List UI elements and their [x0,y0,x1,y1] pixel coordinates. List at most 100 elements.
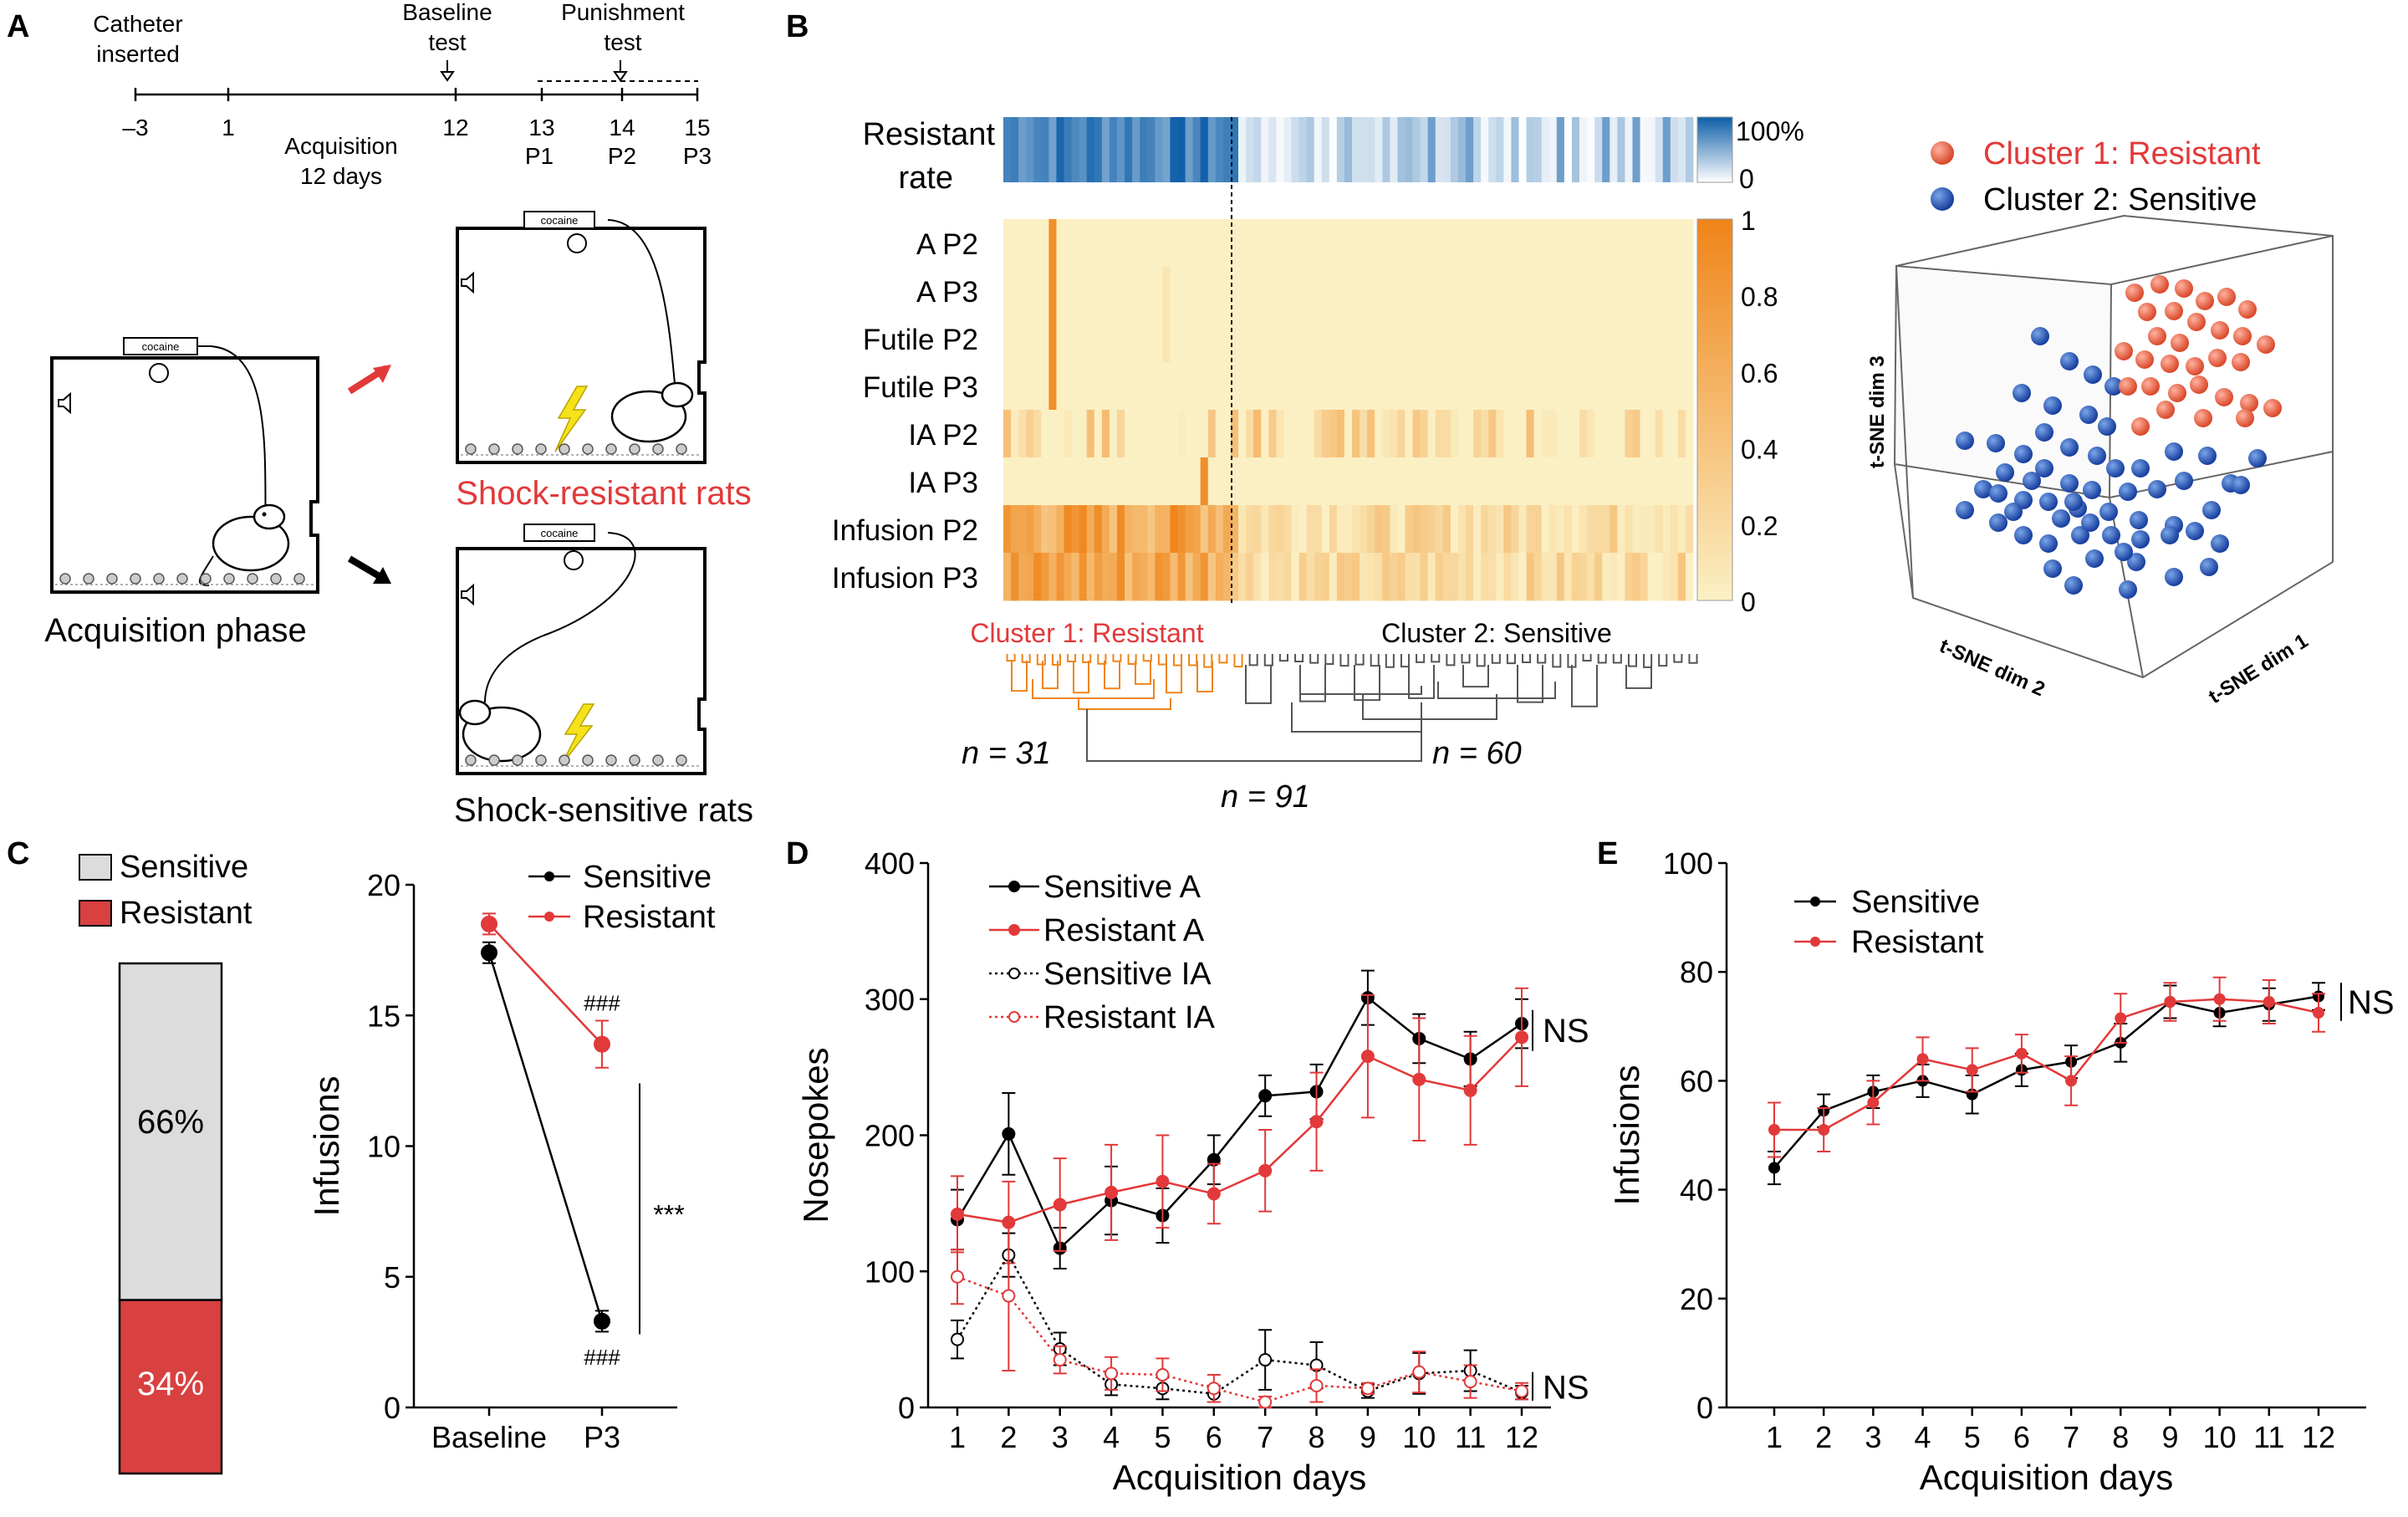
tsne-point-resistant [2217,288,2236,306]
heatmap-cell [1602,362,1610,411]
heatmap-cell [1132,314,1140,363]
heatmap-cell [1594,267,1603,315]
heatmap-cell [1132,410,1140,458]
tsne-point-sensitive [2043,559,2062,578]
rate-cell [1246,117,1254,182]
heatmap-cell [1246,410,1254,458]
heatmap-cell [1375,553,1383,601]
heatmap-cell [1655,267,1664,315]
heatmap-cell [1481,267,1489,315]
y-tick-label: 15 [367,999,400,1033]
heatmap-cell [1056,362,1064,411]
heatmap-cell [1473,362,1482,411]
heatmap-cell [1360,505,1368,554]
heatmap-cell [1101,457,1110,506]
heatmap-cell [1352,362,1360,411]
heatmap-cell [1533,457,1543,506]
heatmap-cell [1420,267,1429,315]
rate-cell [1170,117,1178,182]
heatmap-cell [1579,267,1588,315]
tsne-point-sensitive [2232,476,2250,494]
heatmap-cell [1397,457,1406,506]
heatmap-cell [1670,314,1679,363]
heatmap-cell [1647,267,1656,315]
heatmap-cell [1003,267,1012,315]
heatmap-cell [1041,362,1049,411]
dendrogram-link [1218,654,1228,664]
heatmap-cell [1336,457,1345,506]
data-point [951,1269,964,1284]
heatmap-cell [1655,505,1664,554]
heatmap-cell [1412,505,1421,554]
cue-light-icon [567,233,587,253]
heatmap-cell [1162,267,1171,315]
dendrogram-link [1552,654,1562,668]
heatmap-cell [1518,553,1527,601]
heatmap-cell [1041,505,1049,554]
heatmap-cell [1587,410,1595,458]
data-point [2213,993,2226,1005]
tsne-point-sensitive [2035,423,2053,442]
heatmap-cell [1246,505,1254,554]
grid-bar [676,754,687,766]
heatmap-cell [1003,314,1012,363]
rate-cell [1200,117,1209,182]
dendrogram-link [1278,654,1288,662]
heatmap-cell [1192,457,1201,506]
rate-cell [1617,117,1625,182]
heatmap-cell [1048,362,1057,411]
heatmap-cell [1677,410,1686,458]
heatmap-cell [1200,314,1209,363]
heatmap-cell [1170,267,1178,315]
heatmap-cell [1079,362,1088,411]
heatmap-cell [1556,314,1565,363]
heatmap-cell [1587,457,1595,506]
heatmap-cell [1079,314,1088,363]
data-point [1053,1353,1067,1367]
speaker-icon [461,271,474,294]
heatmap-cell [1556,362,1565,411]
x-tick-label: 2 [1815,1420,1832,1454]
legend-resistant-marker [1931,141,1954,165]
heatmap-cell [1048,314,1057,363]
heatmap-cell [1185,505,1194,554]
heatmap-cell [1230,457,1239,506]
tsne-point-resistant [2196,292,2214,310]
grid-bar [488,754,500,766]
tsne-point-sensitive [2127,553,2145,571]
heatmap-cell [1261,410,1269,458]
dendrogram-link [1142,654,1152,662]
tsne-point-sensitive [1974,480,1992,498]
heatmap-cell [1640,314,1649,363]
tsne-point-resistant [2208,349,2227,367]
x-tick-label: 4 [1915,1420,1931,1454]
tsne-point-sensitive [2248,449,2267,467]
heatmap-cell [1011,362,1019,411]
heatmap-cell [1329,410,1338,458]
data-point [594,1035,610,1053]
rate-cell [1147,117,1156,182]
heatmap-cell [1064,553,1072,601]
heatmap-cell [1026,410,1034,458]
tsne-point-resistant [2148,327,2166,345]
heatmap-cell [1246,362,1254,411]
rate-colorbar [1696,116,1733,183]
heatmap-cell [1610,553,1618,601]
dendrogram-link [1658,654,1668,667]
heatmap-cell [1571,457,1580,506]
data-point [1105,1366,1119,1381]
heatmap-cell [1041,267,1049,315]
heatmap-cell [1579,457,1588,506]
sig-hash-resistant: ### [584,991,620,1016]
heatmap-cell [1329,457,1338,506]
rate-cell [1655,117,1664,182]
infusions-line-chart: 0 5 10 15 20 Baseline P3 Infusions Sensitive Resi… [307,860,716,1454]
heatmap-cell [1375,219,1383,268]
heatmap-cell [1367,219,1375,268]
heatmap-cell [1496,267,1504,315]
heatmap-cell [1466,553,1474,601]
tsne-dim2-label: t-SNE dim 2 [1936,635,2048,701]
rate-cell [1192,117,1201,182]
cluster2-label: Cluster 2: Sensitive [1381,618,1612,648]
heatmap-cell [1147,457,1156,506]
